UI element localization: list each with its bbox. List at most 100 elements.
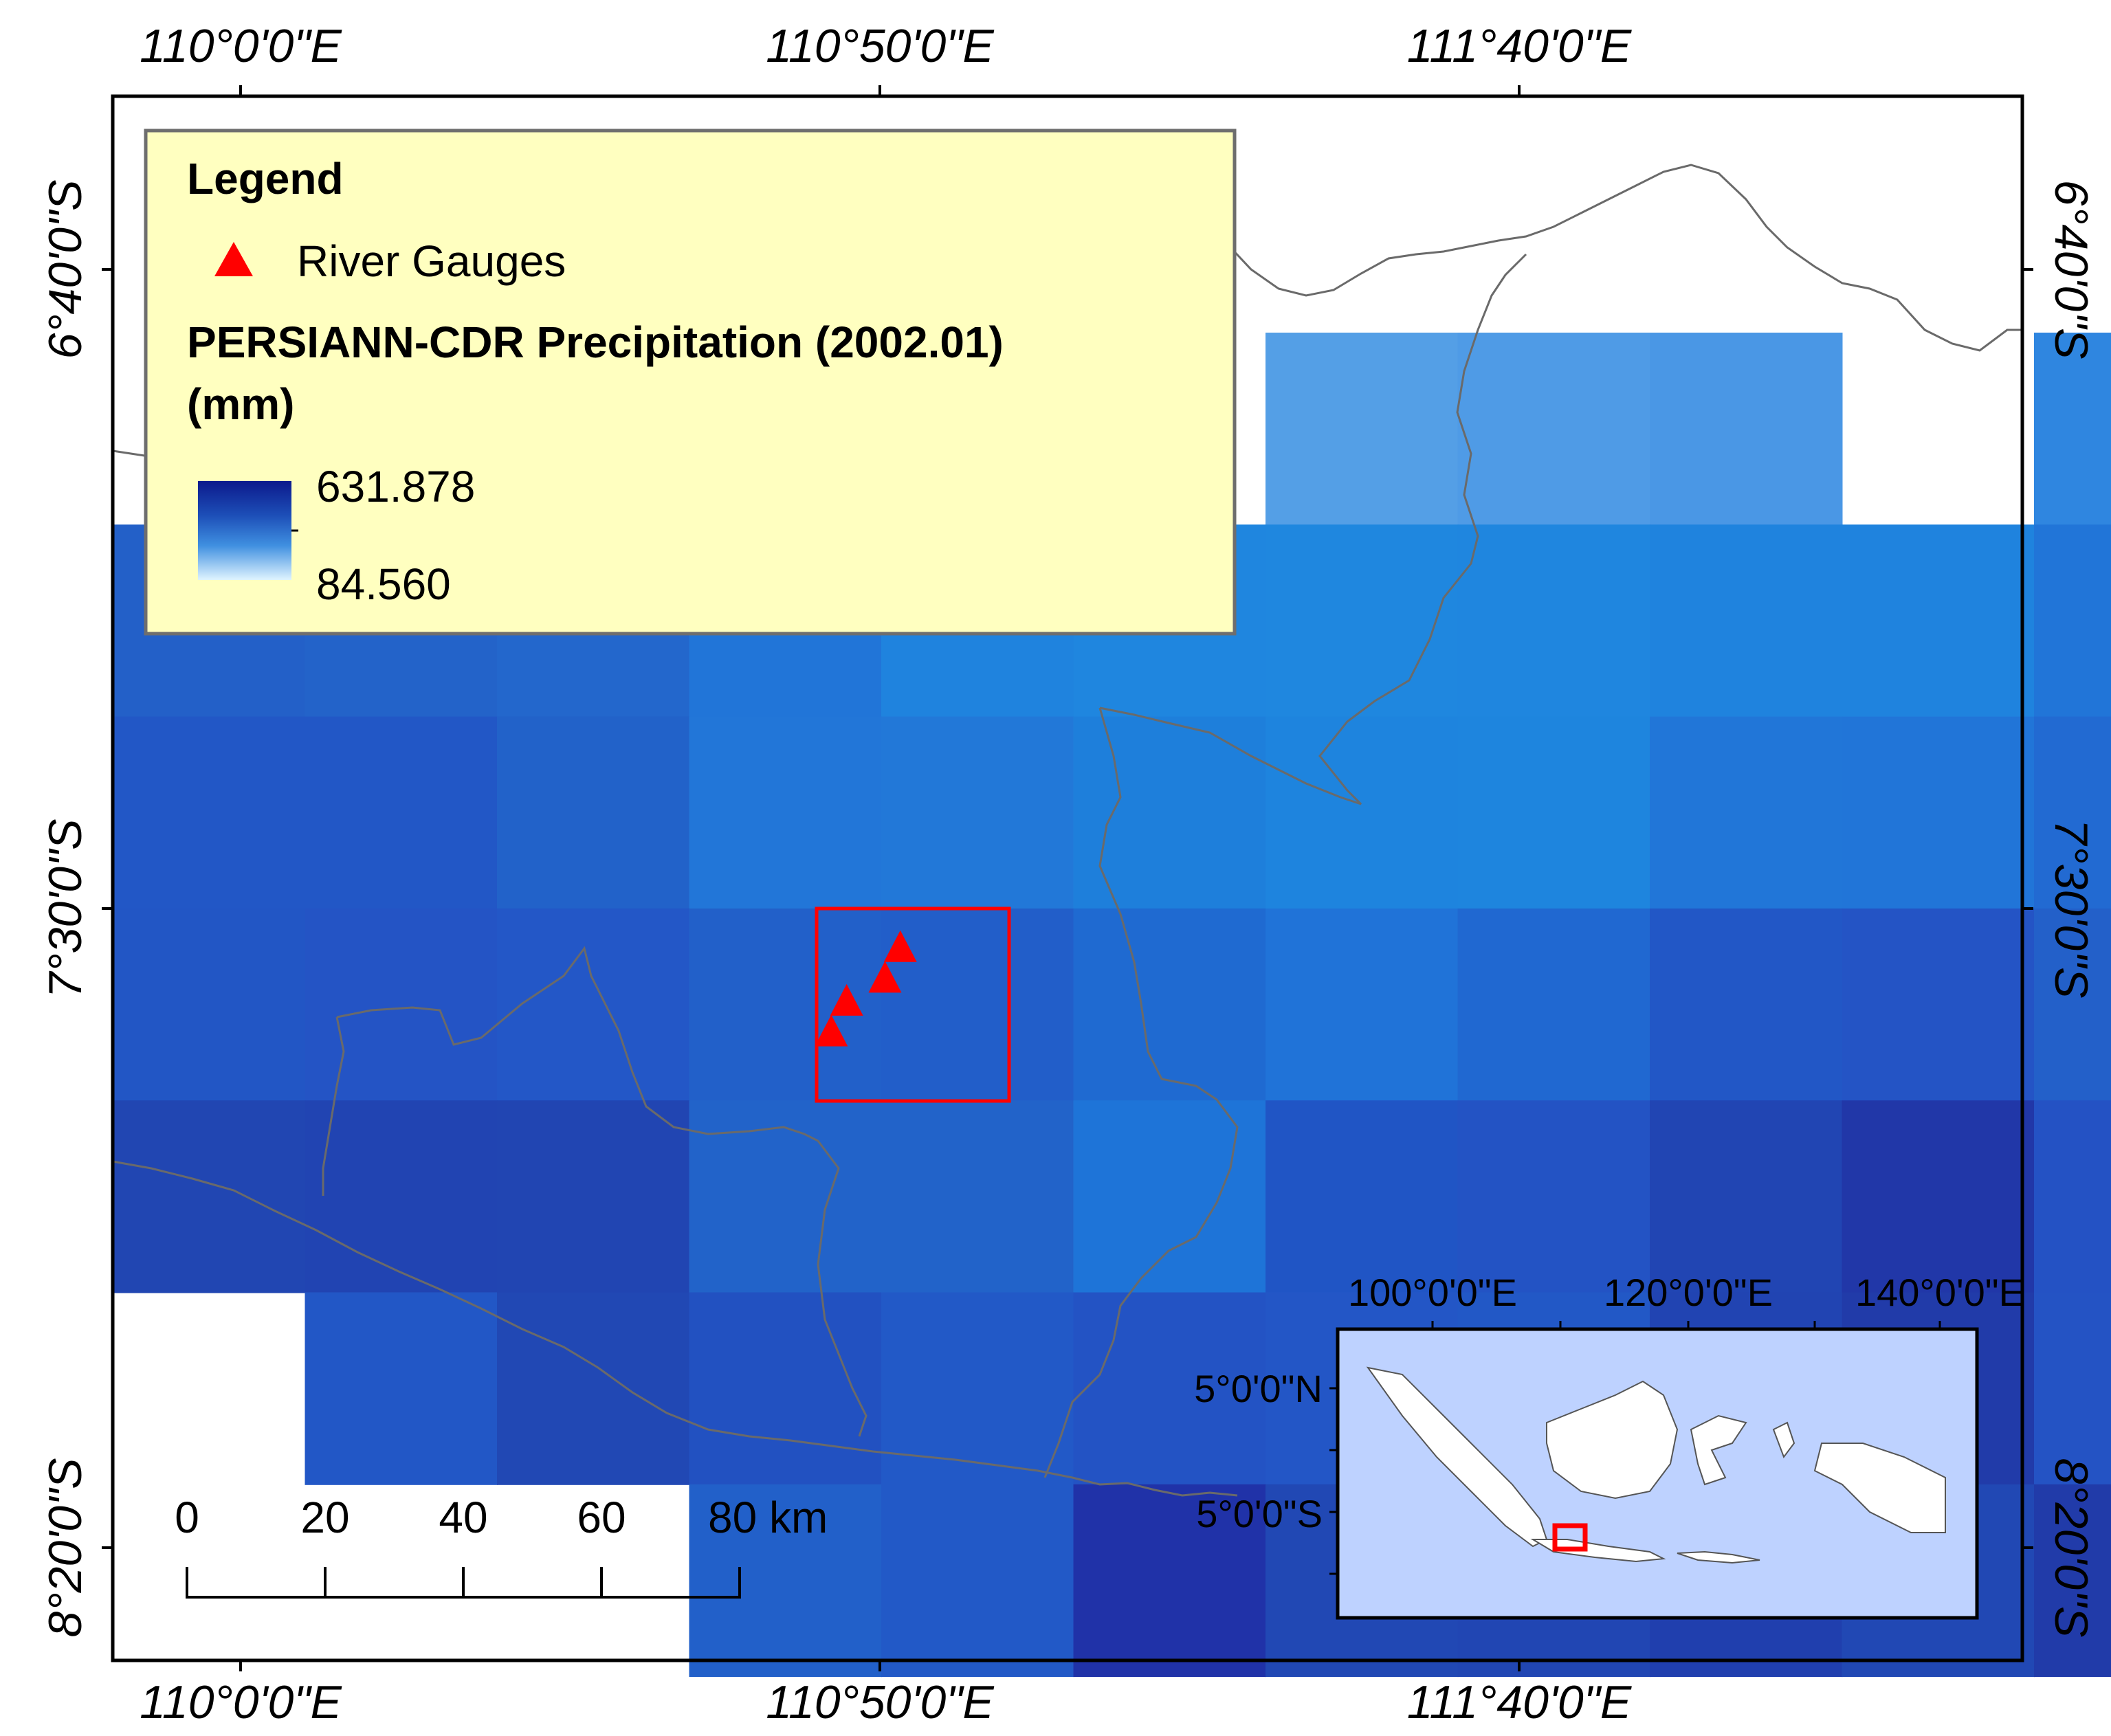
precip-cell	[497, 1100, 690, 1293]
lon-label-bottom-2: 110°50'0"E	[766, 1676, 994, 1728]
legend-raster-title-line2: (mm)	[187, 379, 294, 429]
precip-cell	[1457, 716, 1650, 909]
river-gauge-marker	[868, 961, 902, 993]
lat-label-right-2: 7°30'0"S	[2045, 819, 2097, 999]
inset-sulawesi	[1690, 1414, 1747, 1486]
south-coastline	[112, 1160, 1238, 1497]
map-frame-border	[111, 94, 2024, 1662]
inset-papua	[1813, 1443, 1946, 1533]
precip-cell	[1842, 1100, 2035, 1293]
precip-cell	[1457, 908, 1650, 1102]
legend-raster-title-line1: PERSIANN-CDR Precipitation (2002.01)	[187, 318, 1004, 367]
precip-cell	[689, 1484, 882, 1678]
lon-label-top-3: 111°40'0"E	[1407, 20, 1632, 72]
graticule-labels: 110°0'0"E 110°50'0"E 111°40'0"E 110°0'0"…	[39, 20, 2097, 1728]
scale-label-20: 20	[300, 1493, 349, 1542]
legend-title: Legend	[187, 154, 344, 203]
precip-cell	[881, 1292, 1074, 1485]
legend-color-ramp	[198, 481, 291, 580]
precip-cell	[2034, 908, 2111, 1102]
precip-cell	[1650, 333, 1843, 526]
lon-label-top-2: 110°50'0"E	[766, 20, 994, 72]
precip-cell	[1650, 1100, 1843, 1293]
legend-max-value: 631.878	[316, 462, 475, 511]
river-gauge-marker	[883, 930, 917, 962]
scale-label-0: 0	[175, 1493, 199, 1542]
precip-cell	[1457, 1100, 1650, 1293]
precip-cell	[1650, 908, 1843, 1102]
inset-lesser-sunda	[1677, 1550, 1760, 1564]
precip-cell	[1650, 524, 1843, 717]
precip-cell	[1266, 908, 1459, 1102]
precip-cell	[689, 716, 882, 909]
precip-cell	[881, 908, 1074, 1102]
lon-label-bottom-3: 111°40'0"E	[1407, 1676, 1632, 1728]
inset-java	[1530, 1539, 1666, 1563]
precip-cell	[1457, 333, 1650, 526]
scale-label-40: 40	[439, 1493, 487, 1542]
legend-min-value: 84.560	[316, 559, 451, 609]
precip-cell	[2034, 1484, 2111, 1678]
precip-cell	[1073, 1484, 1266, 1678]
legend-background	[144, 129, 1237, 636]
scale-label-80km: 80 km	[708, 1493, 828, 1542]
precip-cell	[305, 908, 498, 1102]
inset-lat-label-1: 5°0'0"N	[1194, 1367, 1323, 1410]
precip-cell	[1073, 1100, 1266, 1293]
precip-cell	[689, 1292, 882, 1485]
lat-label-left-2: 7°30'0"S	[39, 819, 91, 999]
precip-cell	[881, 1484, 1074, 1678]
precip-cell	[1266, 524, 1459, 717]
precip-cell	[497, 1292, 690, 1485]
river-gauge-marker	[815, 1014, 848, 1047]
precip-cell	[1650, 716, 1843, 909]
legend-gauge-symbol	[214, 242, 253, 276]
inset-study-area-marker	[1552, 1523, 1588, 1552]
inset-lon-label-2: 120°0'0"E	[1604, 1271, 1773, 1314]
inset-borneo	[1546, 1380, 1679, 1500]
graticule-ticks	[102, 85, 2033, 1671]
precip-cell	[113, 908, 306, 1102]
scale-label-60: 60	[577, 1493, 626, 1542]
precip-cell	[2034, 716, 2111, 909]
legend-box: Legend River Gauges PERSIANN-CDR Precipi…	[144, 129, 1237, 636]
precip-cell	[497, 716, 690, 909]
precip-cell	[689, 1100, 882, 1293]
precip-cell	[305, 1100, 498, 1293]
scale-bar: 0 20 40 60 80 km	[175, 1493, 828, 1599]
precip-cell	[1457, 524, 1650, 717]
precip-cell	[1842, 908, 2035, 1102]
precip-cell	[1842, 716, 2035, 909]
precip-cell	[2034, 333, 2111, 526]
lat-label-left-1: 6°40'0"S	[39, 180, 91, 359]
precip-cell	[881, 716, 1074, 909]
precip-cell	[305, 1292, 498, 1485]
inset-map: 100°0'0"E 120°0'0"E 140°0'0"E 5°0'0"N 5°…	[1194, 1271, 2024, 1620]
inset-maluku	[1772, 1421, 1795, 1459]
precip-cell	[2034, 524, 2111, 717]
precip-cell	[1266, 333, 1459, 526]
inset-ticks	[1329, 1321, 1941, 1575]
precip-cell	[305, 716, 498, 909]
precip-cell	[1266, 1100, 1459, 1293]
precip-cell	[497, 908, 690, 1102]
precip-cell	[113, 716, 306, 909]
precip-cell	[1842, 524, 2035, 717]
gauge-study-area-box	[815, 906, 1011, 1103]
lon-label-bottom-1: 110°0'0"E	[140, 1676, 342, 1728]
precip-cell	[2034, 1100, 2111, 1293]
river-gauges-layer	[815, 930, 917, 1047]
lat-label-left-3: 8°20'0"S	[39, 1458, 91, 1638]
inset-lon-label-1: 100°0'0"E	[1348, 1271, 1517, 1314]
inset-lon-label-3: 140°0'0"E	[1855, 1271, 2024, 1314]
precip-cell	[2034, 1292, 2111, 1485]
inset-lat-label-2: 5°0'0"S	[1196, 1492, 1323, 1535]
legend-gauge-label: River Gauges	[297, 236, 566, 286]
precip-cell	[1073, 908, 1266, 1102]
precip-cell	[1266, 716, 1459, 909]
inset-islands	[1366, 1366, 1946, 1564]
precip-cell	[113, 1100, 306, 1293]
lon-label-top-1: 110°0'0"E	[140, 20, 342, 72]
precip-cell	[881, 1100, 1074, 1293]
